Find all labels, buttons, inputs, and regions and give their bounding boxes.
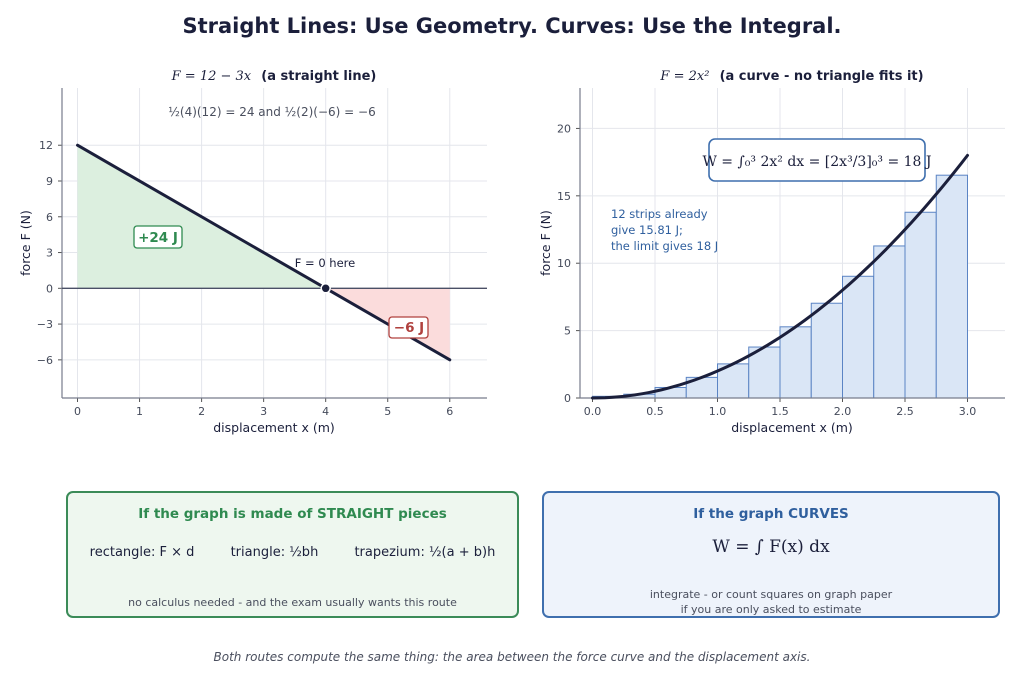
integral-label: W = ∫₀³ 2x² dx = [2x³/3]₀³ = 18 J: [702, 138, 932, 182]
left-x-tick-label: 5: [384, 405, 391, 418]
page-title: Straight Lines: Use Geometry. Curves: Us…: [182, 14, 842, 38]
footer-note: Both routes compute the same thing: the …: [213, 650, 811, 664]
right-x-axis-label: displacement x (m): [731, 420, 853, 435]
negative-area-label: −6 J: [388, 316, 429, 339]
left-y-tick-label: 3: [46, 247, 53, 260]
strips-note-line-2: give 15.81 J;: [611, 223, 683, 237]
left-formula-note: ½(4)(12) = 24 and ½(2)(−6) = −6: [168, 105, 375, 119]
zero-crossing-label: F = 0 here: [295, 256, 355, 270]
left-x-tick-label: 2: [198, 405, 205, 418]
negative-area-text: −6 J: [394, 320, 424, 336]
geometry-formulas: rectangle: F × d triangle: ½bh trapezium…: [68, 545, 517, 560]
strip-bar: [873, 245, 906, 399]
left-y-tick-label: 12: [39, 139, 53, 152]
strip-bar: [748, 346, 781, 399]
left-x-tick-label: 0: [74, 405, 81, 418]
curve-card: If the graph CURVES W = ∫ F(x) dx integr…: [542, 491, 1000, 618]
right-chart: F = 2x² (a curve - no triangle fits it) …: [538, 69, 1005, 435]
left-x-tick-label: 3: [260, 405, 267, 418]
left-y-axis-label: force F (N): [18, 210, 33, 276]
right-y-tick-label: 0: [564, 392, 571, 405]
left-y-tick-label: −3: [37, 318, 53, 331]
strip-bar: [935, 174, 968, 399]
left-x-tick-label: 1: [136, 405, 143, 418]
straight-card-note: no calculus needed - and the exam usuall…: [128, 596, 457, 609]
trapezium-formula: trapezium: ½(a + b)h: [354, 545, 496, 560]
curve-card-note-2: if you are only asked to estimate: [680, 603, 862, 616]
left-chart: F = 12 − 3x (a straight line) 0 1 2 3 4 5 6−6−…: [18, 69, 487, 435]
right-strips: [592, 174, 968, 399]
right-x-tick-label: 2.0: [834, 405, 852, 418]
rectangle-formula: rectangle: F × d: [89, 545, 195, 560]
triangle-formula: triangle: ½bh: [230, 545, 319, 560]
right-chart-title: F = 2x² (a curve - no triangle fits it): [659, 69, 923, 84]
positive-area-label: +24 J: [133, 225, 183, 249]
right-x-tick-label: 0.0: [584, 405, 602, 418]
curve-card-title: If the graph CURVES: [693, 506, 849, 522]
left-x-tick-label: 6: [446, 405, 453, 418]
strip-bar: [842, 275, 875, 399]
right-curve-layer: [591, 153, 969, 400]
left-y-tick-label: 9: [46, 175, 53, 188]
left-x-axis-label: displacement x (m): [213, 420, 335, 435]
integral-text: W = ∫₀³ 2x² dx = [2x³/3]₀³ = 18 J: [702, 154, 931, 170]
force-line: [76, 143, 452, 362]
right-y-tick-label: 5: [564, 325, 571, 338]
strips-note-line-3: the limit gives 18 J: [611, 239, 718, 253]
right-x-tick-label: 1.5: [771, 405, 789, 418]
right-y-tick-label: 20: [557, 122, 571, 135]
right-y-tick-label: 15: [557, 190, 571, 203]
right-x-tick-label: 1.0: [709, 405, 727, 418]
right-axes: 0.0 0.5 1.0 1.5 2.0 2.5 3.0 0 5 10 15 20: [557, 88, 1005, 418]
right-y-tick-label: 10: [557, 257, 571, 270]
positive-area-text: +24 J: [138, 230, 178, 246]
strip-bar: [904, 211, 937, 399]
curve-card-note-1: integrate - or count squares on graph pa…: [649, 588, 893, 601]
work-integral-formula: W = ∫ F(x) dx: [712, 537, 830, 557]
right-x-tick-label: 3.0: [959, 405, 977, 418]
strips-note-line-1: 12 strips already: [611, 207, 708, 221]
left-y-tick-label: 6: [46, 211, 53, 224]
left-chart-title: F = 12 − 3x (a straight line): [171, 69, 377, 84]
straight-pieces-card: If the graph is made of STRAIGHT pieces …: [66, 491, 519, 618]
force-curve: [591, 153, 969, 400]
straight-card-title: If the graph is made of STRAIGHT pieces: [138, 506, 447, 522]
zero-crossing-point: [320, 283, 331, 294]
left-x-tick-label: 4: [322, 405, 329, 418]
left-line-layer: [76, 143, 452, 362]
right-x-tick-label: 0.5: [646, 405, 664, 418]
left-y-tick-label: 0: [46, 282, 53, 295]
right-x-tick-label: 2.5: [896, 405, 914, 418]
strip-bar: [779, 326, 812, 399]
right-y-axis-label: force F (N): [538, 210, 553, 276]
left-y-tick-label: −6: [37, 354, 53, 367]
strip-bar: [810, 302, 843, 399]
